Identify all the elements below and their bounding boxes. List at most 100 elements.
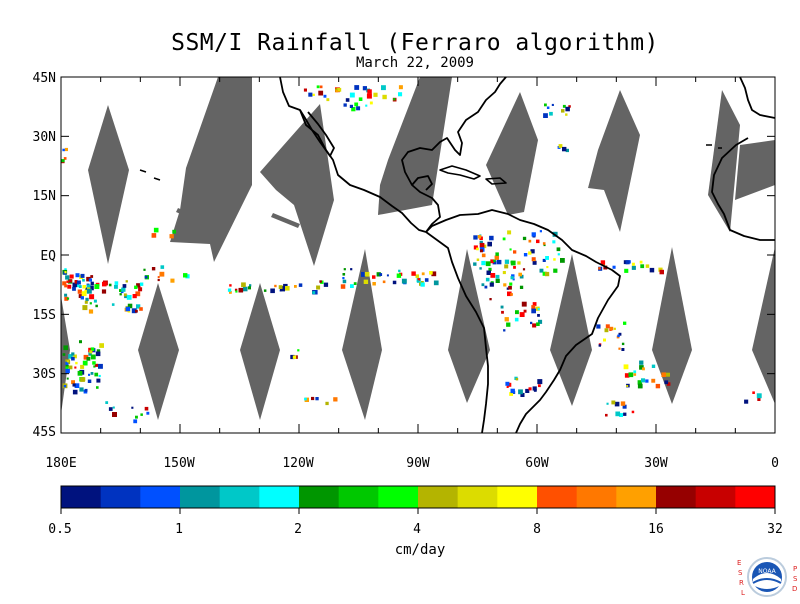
colorbar-swatch (497, 486, 538, 508)
rain-pixel (433, 280, 439, 286)
coastline-yucatan (411, 175, 433, 191)
rain-pixel (373, 92, 378, 97)
rain-pixel (337, 87, 342, 92)
rain-pixel (242, 286, 248, 292)
rain-pixel (101, 289, 107, 294)
no-data-swath (652, 247, 692, 404)
coastline-hispaniola (485, 177, 507, 185)
rain-pixel (319, 280, 322, 283)
colorbar-swatch (735, 486, 776, 508)
rain-pixel (67, 284, 72, 289)
rain-pixel (393, 98, 396, 101)
rain-pixel (666, 382, 671, 386)
rain-pixel (497, 259, 502, 265)
rain-pixel (356, 106, 361, 111)
rain-pixel (343, 103, 347, 107)
rain-pixel (473, 262, 477, 266)
rain-pixel (90, 347, 95, 351)
rain-pixel (495, 274, 500, 279)
rain-pixel (493, 259, 496, 263)
rain-pixel (631, 410, 635, 414)
rain-pixel (622, 404, 627, 409)
rain-pixel (342, 279, 347, 284)
rain-pixel (65, 364, 69, 368)
rain-pixel (351, 107, 356, 112)
rain-pixel (514, 317, 519, 322)
rain-pixel (247, 286, 251, 290)
rain-pixel (519, 274, 524, 279)
rain-pixel (79, 387, 84, 392)
rain-pixel (562, 146, 567, 152)
rain-pixel (488, 267, 492, 271)
rain-pixel (82, 285, 86, 289)
rain-pixel (431, 271, 437, 277)
rain-pixel (489, 298, 492, 301)
rain-pixel (235, 290, 238, 293)
noaa-logo-icon: NOAA (747, 557, 787, 597)
rain-pixel (530, 249, 535, 254)
rain-pixel (88, 352, 92, 356)
lon-label-180e: 180E (45, 456, 77, 471)
rain-pixel (361, 272, 366, 277)
no-data-swath (752, 247, 775, 404)
rain-pixel (481, 283, 485, 287)
rain-pixel (429, 271, 433, 275)
rain-pixel (62, 281, 67, 286)
rain-pixel (532, 386, 537, 391)
rain-pixel (303, 88, 307, 92)
rain-pixel (96, 378, 101, 383)
logo-letter-d: D (792, 585, 798, 593)
rain-pixel (372, 275, 376, 279)
rain-pixel (94, 284, 100, 289)
rain-pixel (546, 266, 549, 269)
colorbar-tick-0-5: 0.5 (48, 522, 72, 537)
rain-pixel (63, 157, 67, 160)
rain-pixel (642, 367, 645, 371)
coastlines (139, 76, 776, 434)
rain-pixel (549, 111, 553, 116)
rain-pixel (506, 385, 509, 388)
rain-pixel (102, 281, 107, 287)
rain-pixel (311, 396, 315, 401)
rain-pixel (315, 397, 319, 401)
rain-pixel (138, 287, 143, 292)
rain-pixel (134, 285, 138, 289)
rain-pixel (93, 299, 97, 303)
rain-pixel (316, 285, 321, 290)
rain-pixel (596, 324, 601, 329)
colorbar-swatch (299, 486, 340, 508)
rain-pixel (72, 383, 76, 387)
rain-pixel (122, 284, 127, 288)
rain-pixel (133, 419, 138, 424)
rain-pixel (504, 264, 509, 269)
rain-pixel (318, 90, 324, 96)
rain-pixel (125, 306, 131, 312)
rain-pixel (544, 271, 550, 277)
rain-pixel (504, 259, 510, 264)
rain-pixel (82, 360, 88, 366)
rain-pixel (72, 287, 76, 291)
rain-pixel (227, 288, 232, 292)
rain-pixel (64, 147, 68, 152)
rain-pixel (304, 397, 307, 401)
lat-label-eq: EQ (40, 249, 56, 264)
rain-pixel (125, 280, 128, 283)
rain-pixel (561, 109, 565, 113)
coastline-south-america (425, 209, 621, 434)
rain-pixel (79, 340, 82, 344)
rain-pixel (183, 273, 188, 278)
rain-pixel (639, 260, 643, 264)
rain-pixel (522, 236, 527, 241)
coastline-canary (706, 144, 722, 149)
no-data-streak (176, 208, 210, 226)
rain-pixel (492, 260, 497, 265)
lon-label-90w: 90W (406, 456, 430, 471)
rain-pixel (757, 397, 761, 401)
lon-label-30w: 30W (644, 456, 668, 471)
rain-pixel (523, 253, 528, 257)
rain-pixel (556, 247, 561, 252)
colorbar-swatch (338, 486, 379, 508)
rain-pixel (606, 402, 609, 405)
rain-pixel (127, 303, 133, 309)
rain-pixel (89, 350, 93, 354)
